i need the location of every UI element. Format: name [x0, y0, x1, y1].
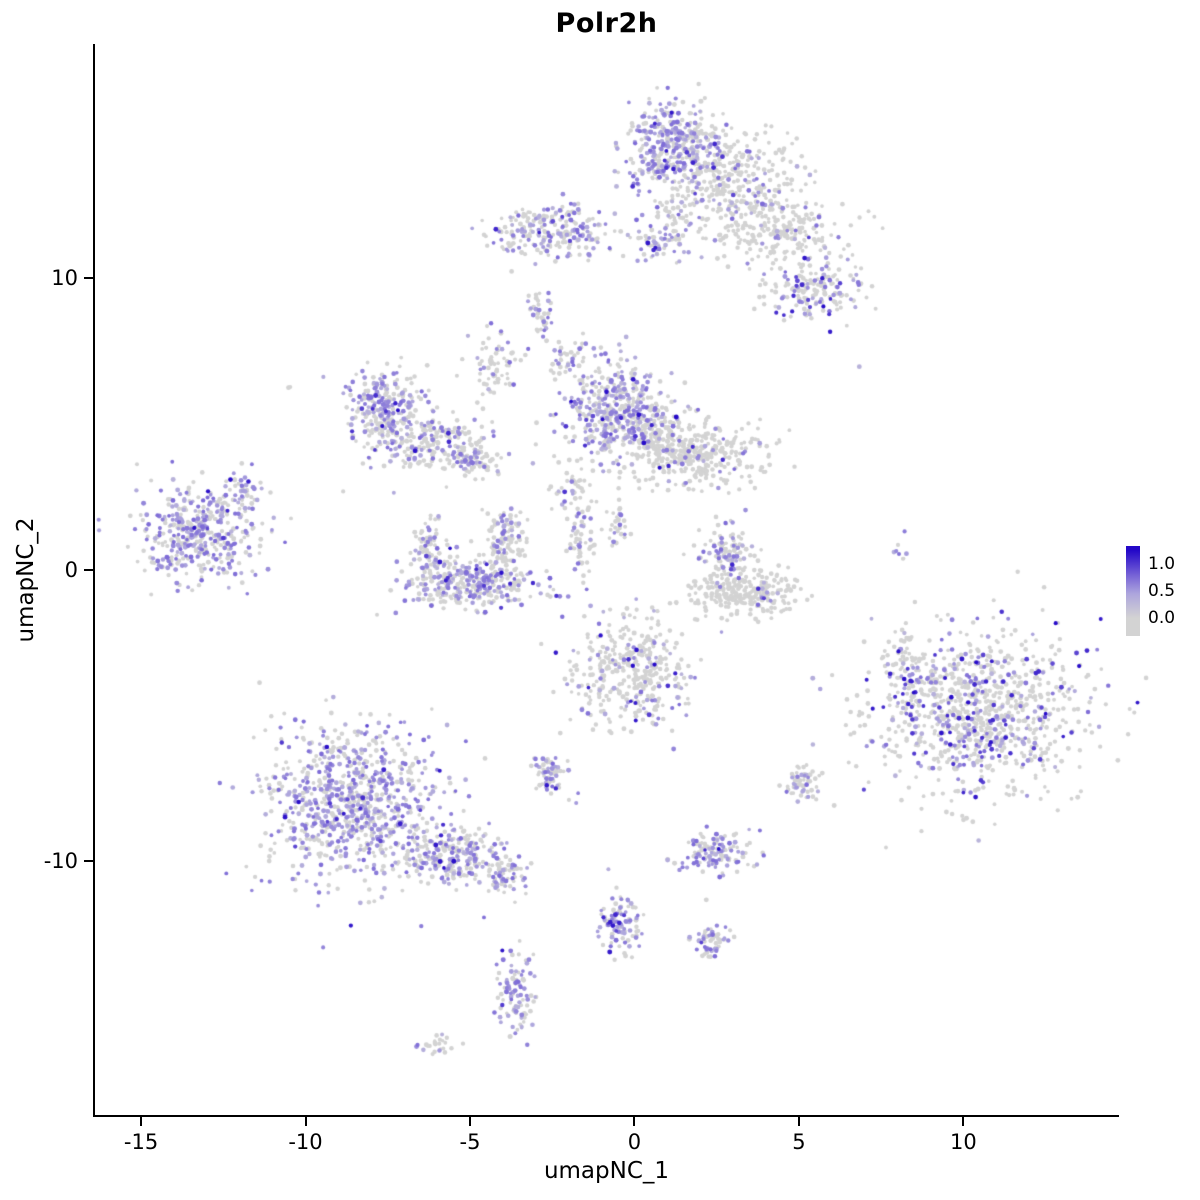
x-tick-label: 0 [627, 1130, 642, 1154]
y-tick-label: -10 [43, 849, 78, 874]
legend-tick-label: 0.5 [1148, 581, 1176, 601]
y-tick-mark [84, 860, 93, 863]
y-axis-line [93, 44, 95, 1117]
y-axis-label: umapNC_2 [13, 517, 39, 643]
y-tick-mark [84, 568, 93, 571]
x-tick-mark [633, 1117, 636, 1126]
x-tick-mark [468, 1117, 471, 1126]
x-tick-label: 5 [792, 1130, 806, 1154]
legend-gradient-bar [1126, 546, 1140, 636]
x-tick-label: -5 [459, 1130, 481, 1154]
x-tick-mark [962, 1117, 965, 1126]
x-axis-label: umapNC_1 [543, 1158, 670, 1184]
plot-title: Polr2h [555, 8, 658, 39]
legend-tick-label: 1.0 [1148, 554, 1176, 574]
x-tick-label: -15 [123, 1130, 159, 1154]
y-tick-label: 10 [51, 266, 78, 291]
x-axis-line [93, 1115, 1119, 1117]
legend-tick-label: 0.0 [1148, 608, 1176, 628]
x-tick-mark [304, 1117, 307, 1126]
y-tick-label: 0 [64, 557, 78, 582]
color-legend: 1.0 0.5 0.0 [1126, 546, 1196, 638]
x-tick-mark [797, 1117, 800, 1126]
x-tick-label: -10 [288, 1130, 323, 1154]
x-tick-label: 10 [950, 1130, 977, 1154]
y-tick-mark [84, 277, 93, 280]
x-tick-mark [140, 1117, 143, 1126]
